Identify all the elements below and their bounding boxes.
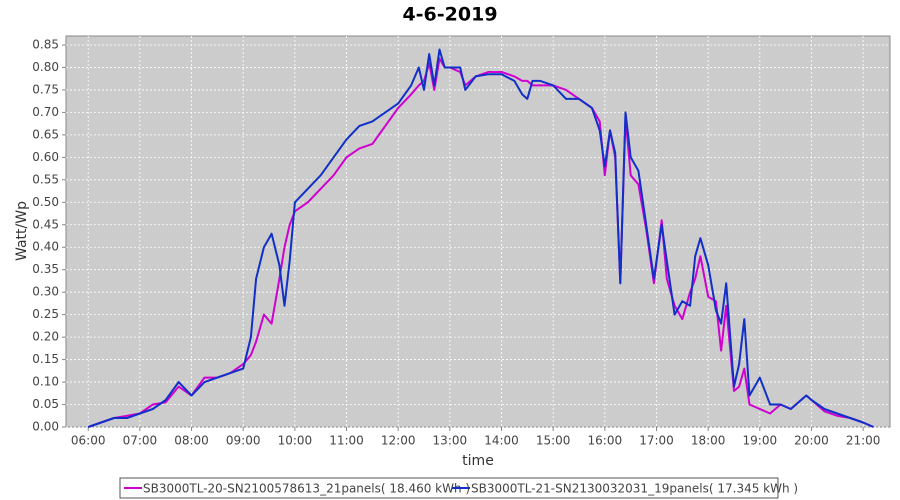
y-tick-label: 0.20 [32, 330, 59, 344]
x-tick-label: 06:00 [71, 434, 106, 448]
y-tick-label: 0.35 [32, 262, 59, 276]
x-tick-label: 16:00 [588, 434, 623, 448]
x-tick-label: 17:00 [639, 434, 674, 448]
y-tick-label: 0.00 [32, 420, 59, 434]
x-tick-label: 15:00 [536, 434, 571, 448]
x-tick-label: 07:00 [123, 434, 158, 448]
y-tick-label: 0.85 [32, 37, 59, 51]
y-tick-label: 0.10 [32, 375, 59, 389]
x-tick-label: 13:00 [433, 434, 468, 448]
y-tick-label: 0.60 [32, 150, 59, 164]
y-tick-label: 0.65 [32, 127, 59, 141]
x-tick-label: 18:00 [691, 434, 726, 448]
y-tick-label: 0.45 [32, 217, 59, 231]
y-tick-label: 0.25 [32, 307, 59, 321]
x-tick-label: 14:00 [484, 434, 519, 448]
y-tick-label: 0.75 [32, 82, 59, 96]
y-tick-label: 0.15 [32, 352, 59, 366]
x-tick-label: 08:00 [174, 434, 209, 448]
x-tick-label: 20:00 [794, 434, 829, 448]
x-tick-label: 21:00 [846, 434, 881, 448]
x-axis-label: time [462, 453, 494, 469]
y-tick-label: 0.55 [32, 172, 59, 186]
plot-area [65, 35, 891, 428]
series-line [87, 57, 874, 428]
x-tick-label: 10:00 [278, 434, 313, 448]
y-tick-label: 0.70 [32, 105, 59, 119]
series-line [87, 48, 874, 428]
x-tick-label: 19:00 [743, 434, 778, 448]
y-tick-label: 0.80 [32, 60, 59, 74]
y-tick-label: 0.40 [32, 240, 59, 254]
chart-title: 4-6-2019 [402, 4, 497, 26]
x-tick-label: 09:00 [226, 434, 261, 448]
y-tick-label: 0.30 [32, 285, 59, 299]
y-tick-label: 0.05 [32, 397, 59, 411]
x-tick-label: 12:00 [381, 434, 416, 448]
legend-label: SB3000TL-20-SN2100578613_21panels( 18.46… [143, 482, 470, 496]
x-tick-label: 11:00 [329, 434, 364, 448]
y-axis-label: Watt/Wp [14, 201, 30, 261]
legend-label: SB3000TL-21-SN2130032031_19panels( 17.34… [471, 482, 798, 496]
y-tick-label: 0.50 [32, 195, 59, 209]
legend [119, 477, 779, 499]
